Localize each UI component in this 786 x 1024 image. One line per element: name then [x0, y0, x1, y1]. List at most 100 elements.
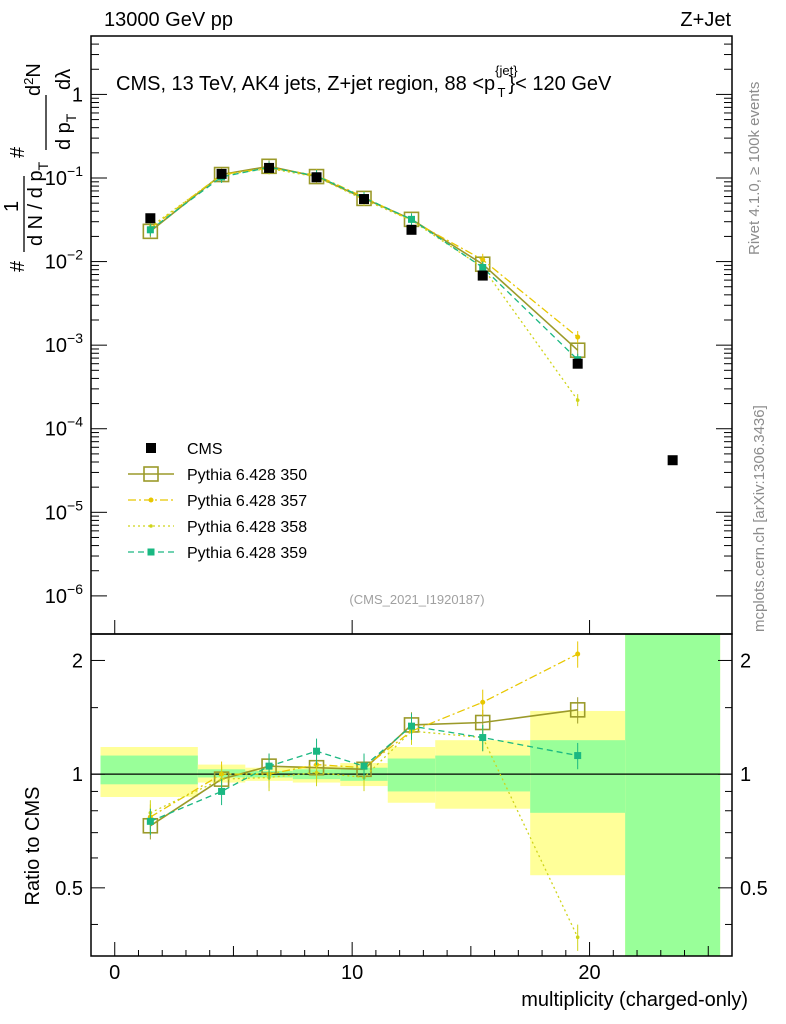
ylabel-hash-left: # [7, 260, 29, 272]
ratio-y-tick-label-r-1: 1 [740, 764, 751, 786]
x-axis-label: multiplicity (charged-only) [521, 989, 748, 1011]
ratio-line-series-1 [150, 653, 578, 818]
cms-data-point-1 [216, 168, 227, 179]
stat-uncertainty-band-6 [435, 755, 531, 792]
main-point-s1-6 [480, 257, 486, 263]
main-y-axis-label: # 1 d N / d pT # d2N d pT dλ [1, 63, 79, 272]
main-y-tick-label-1: 10−5 [45, 497, 83, 524]
legend-label-2: Pythia 6.428 357 [187, 493, 307, 510]
main-line-series-3 [149, 166, 579, 361]
cms-data-point-6 [477, 270, 488, 281]
ratio-panel-series [142, 641, 586, 951]
ylabel-dpt: d pT [53, 113, 79, 150]
main-point-s3-5 [408, 215, 415, 223]
stat-uncertainty-band-8 [625, 634, 721, 956]
ratio-panel-frame [90, 633, 733, 957]
rivet-version-label: Rivet 4.1.0, ≥ 100k events [746, 82, 763, 255]
ratio-point-s3-4 [360, 762, 368, 770]
ratio-point-s3-5 [408, 722, 415, 730]
ylabel-d2n-d: d [23, 85, 45, 96]
legend: CMS Pythia 6.428 350 Pythia 6.428 357 Pythi… [128, 441, 307, 562]
ratio-point-s3-1 [218, 787, 226, 795]
main-y-tick-label-0: 10−6 [45, 581, 83, 608]
ratio-line-series-3 [150, 725, 578, 822]
legend-label-0: CMS [187, 441, 223, 458]
ratio-point-s2-7 [575, 935, 580, 940]
main-y-tick-label-4: 10−2 [45, 247, 83, 274]
cms-data-point-0 [145, 213, 156, 224]
mcplots-label: mcplots.cern.ch [arXiv:1306.3436] [751, 405, 768, 632]
legend-marker-1 [143, 466, 159, 482]
header-right: Z+Jet [680, 9, 731, 31]
ylabel-dpt-sub: T [63, 113, 79, 122]
x-axis-ticks: 0 10 20 [90, 620, 733, 984]
stat-uncertainty-band-0 [100, 755, 198, 785]
ylabel-dpt-text: d p [53, 122, 75, 150]
ratio-point-s1-6 [480, 699, 486, 705]
cms-data-point-2 [264, 162, 275, 173]
main-y-axis-ticks: 10−6 10−5 10−4 10−3 10−2 10−1 1 [45, 35, 732, 608]
ratio-y-axis-label: Ratio to CMS [22, 787, 44, 906]
ratio-point-s3-0 [146, 817, 154, 825]
x-tick-label-0: 0 [109, 962, 120, 984]
legend-marker-3 [149, 524, 153, 528]
ylabel-one: 1 [1, 201, 23, 212]
ratio-y-tick-label-r-2: 2 [740, 650, 751, 672]
cms-data-point-8 [667, 455, 678, 466]
ratio-y-axis-ticks: 0.5 0.5 1 1 2 2 [55, 650, 768, 925]
legend-marker-0 [146, 443, 156, 453]
plot-title: CMS, 13 TeV, AK4 jets, Z+jet region, 88 … [116, 63, 612, 100]
ylabel-hash-mid: # [7, 146, 29, 158]
ylabel-dn: d N / d pT [25, 161, 51, 246]
plot-title-sup: {jet} [495, 63, 518, 78]
ratio-y-tick-label-1: 1 [72, 764, 83, 786]
main-point-s2-7 [575, 398, 580, 402]
cms-data-point-5 [406, 224, 417, 235]
legend-marker-2 [148, 497, 154, 503]
legend-label-1: Pythia 6.428 350 [187, 467, 307, 484]
ratio-y-tick-label-0: 0.5 [55, 878, 83, 900]
plot-title-suffix: }< 120 GeV [509, 73, 613, 95]
main-point-s3-0 [146, 226, 154, 234]
ratio-y-tick-label-r-0: 0.5 [740, 878, 768, 900]
legend-label-3: Pythia 6.428 358 [187, 519, 307, 536]
cms-data-point-4 [359, 194, 370, 205]
main-point-s1-7 [575, 334, 581, 340]
legend-marker-4 [147, 548, 155, 556]
ylabel-d2n: d2N [21, 63, 45, 96]
ratio-point-s2-3 [314, 770, 319, 775]
main-y-tick-label-2: 10−4 [45, 414, 83, 441]
ratio-point-s1-7 [575, 651, 581, 657]
main-panel-cms-data [145, 162, 678, 466]
x-tick-label-1: 10 [341, 962, 363, 984]
main-line-series-2 [149, 167, 579, 401]
cms-data-point-3 [311, 172, 322, 183]
ratio-point-s3-6 [479, 734, 487, 742]
legend-label-4: Pythia 6.428 359 [187, 545, 307, 562]
main-y-tick-label-6: 1 [72, 84, 83, 106]
x-tick-label-2: 20 [578, 962, 600, 984]
ratio-line-series-2 [150, 730, 579, 938]
main-y-tick-label-3: 10−3 [45, 330, 83, 357]
ratio-point-s3-3 [313, 747, 321, 755]
stat-uncertainty-band-5 [387, 758, 436, 792]
ylabel-dn-sub: T [35, 161, 51, 170]
ylabel-d2n-n: N [23, 63, 45, 77]
ylabel-dn-text: d N / d p [25, 170, 47, 246]
plot-title-sub: T [498, 85, 506, 100]
ratio-uncertainty-bands [100, 634, 721, 956]
ylabel-dlambda: dλ [53, 69, 75, 90]
main-y-tick-label-5: 10−1 [45, 163, 83, 190]
ylabel-d2n-sup: 2 [21, 78, 36, 85]
analysis-id: (CMS_2021_I1920187) [349, 592, 484, 607]
cms-data-point-7 [572, 358, 583, 369]
ratio-point-s3-2 [265, 762, 273, 770]
header-left: 13000 GeV pp [104, 9, 233, 31]
ratio-point-s3-7 [574, 752, 582, 760]
ratio-y-tick-label-2: 2 [72, 650, 83, 672]
ratio-point-s0-7 [569, 702, 586, 718]
ratio-line-series-0 [149, 709, 578, 827]
main-point-s3-6 [479, 263, 487, 271]
plot-title-prefix: CMS, 13 TeV, AK4 jets, Z+jet region, 88 … [116, 73, 495, 95]
